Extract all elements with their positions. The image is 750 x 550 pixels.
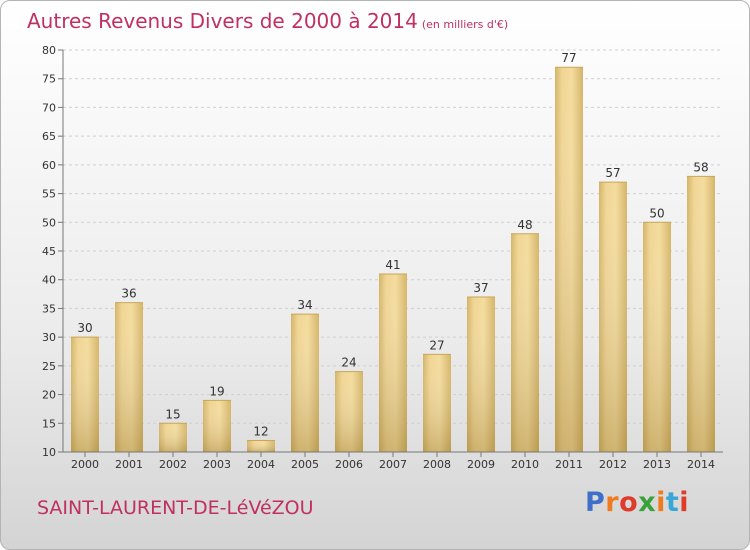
bar-shade [379, 273, 407, 452]
bar-shade [643, 222, 671, 452]
y-tick-label: 40 [42, 274, 56, 287]
x-tick-label: 2008 [423, 458, 451, 471]
bar-shade [115, 302, 143, 452]
logo-letter: P [585, 487, 606, 518]
x-tick-label: 2011 [555, 458, 583, 471]
data-label: 19 [209, 384, 224, 398]
data-label: 12 [253, 425, 268, 439]
data-label: 41 [385, 258, 400, 272]
bar-shade [291, 314, 319, 452]
data-label: 36 [121, 287, 136, 301]
y-axis-ticks: 10 15 20 25 30 35 40 45 50 55 60 65 70 75 80 [42, 44, 63, 459]
bar-shade [555, 67, 583, 452]
y-tick-label: 55 [42, 188, 56, 201]
x-tick-label: 2010 [511, 458, 539, 471]
x-tick-label: 2007 [379, 458, 407, 471]
y-tick-label: 50 [42, 216, 56, 229]
bar-shade [247, 440, 275, 452]
logo-letter: i [679, 487, 690, 518]
logo-letter: o [619, 487, 639, 518]
x-tick-label: 2009 [467, 458, 495, 471]
y-tick-label: 15 [42, 417, 56, 430]
data-label: 77 [561, 51, 576, 65]
y-tick-label: 75 [42, 73, 56, 86]
y-tick-label: 60 [42, 159, 56, 172]
place-name: SAINT-LAURENT-DE-LéVéZOU [37, 497, 314, 519]
x-tick-label: 2000 [71, 458, 99, 471]
y-tick-label: 25 [42, 360, 56, 373]
data-label: 27 [429, 338, 444, 352]
data-label: 30 [77, 321, 92, 335]
y-tick-label: 35 [42, 302, 56, 315]
bar-shade [71, 337, 99, 452]
logo-letter: x [638, 487, 657, 518]
bar-shade [335, 371, 363, 452]
x-tick-label: 2005 [291, 458, 319, 471]
x-tick-label: 2003 [203, 458, 231, 471]
chart-subtitle: (en milliers d'€) [421, 18, 509, 31]
data-label: 50 [649, 206, 664, 220]
y-tick-label: 30 [42, 331, 56, 344]
x-tick-label: 2004 [247, 458, 275, 471]
x-tick-label: 2002 [159, 458, 187, 471]
data-label: 48 [517, 218, 532, 232]
bars: 30 36 15 19 12 34 24 41 27 37 48 77 57 50 58 [71, 51, 715, 453]
x-tick-label: 2001 [115, 458, 143, 471]
logo-letter: r [605, 487, 620, 518]
bar-shade [467, 296, 495, 452]
bar-shade [687, 176, 715, 453]
bar-shade [599, 182, 627, 453]
chart-title-text: Autres Revenus Divers de 2000 à 2014 [27, 9, 418, 33]
bar-shade [423, 354, 451, 452]
logo-letter: t [665, 487, 680, 518]
data-label: 15 [165, 407, 180, 421]
data-label: 37 [473, 281, 488, 295]
data-label: 24 [341, 356, 356, 370]
x-tick-label: 2006 [335, 458, 363, 471]
chart-title: Autres Revenus Divers de 2000 à 2014 (en … [27, 9, 508, 33]
x-tick-label: 2012 [599, 458, 627, 471]
bar-shade [511, 233, 539, 452]
proxiti-logo: Proxiti [585, 487, 689, 518]
y-tick-label: 80 [42, 44, 56, 57]
data-label: 34 [297, 298, 312, 312]
y-tick-label: 20 [42, 389, 56, 402]
bar-shade [203, 400, 231, 452]
x-axis-ticks: 2000 2001 2002 2003 2004 2005 2006 2007 2008 2009… [71, 452, 715, 471]
y-tick-label: 45 [42, 245, 56, 258]
y-tick-label: 10 [42, 446, 56, 459]
y-tick-label: 70 [42, 101, 56, 114]
y-tick-label: 65 [42, 130, 56, 143]
data-label: 58 [693, 160, 708, 174]
data-label: 57 [605, 166, 620, 180]
x-tick-label: 2013 [643, 458, 671, 471]
x-tick-label: 2014 [687, 458, 715, 471]
bar-shade [159, 423, 187, 452]
logo-letter: i [656, 487, 666, 518]
